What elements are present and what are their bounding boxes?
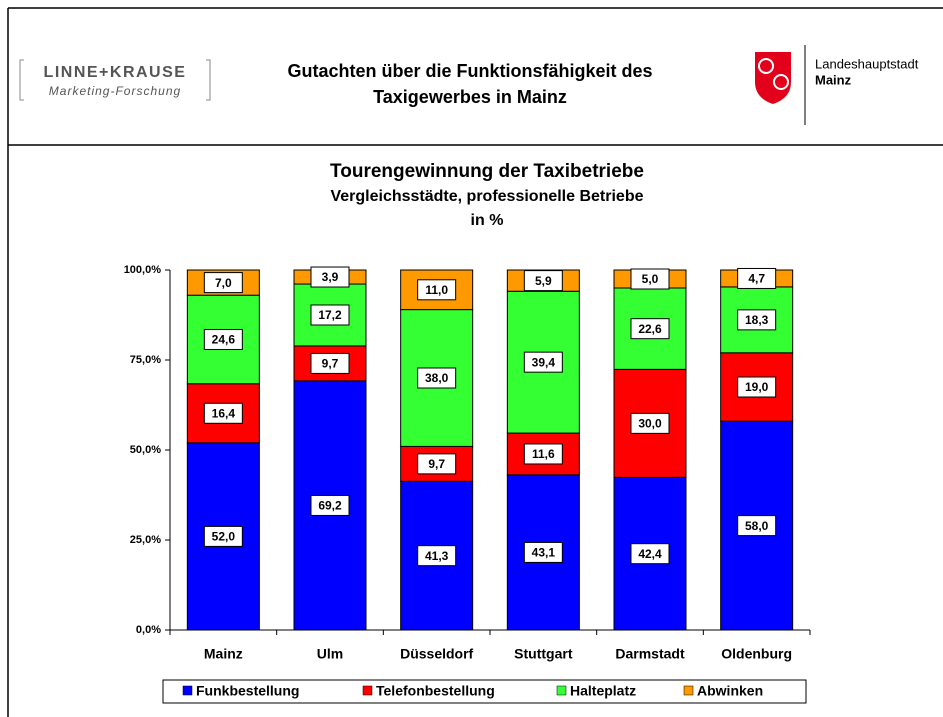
shield-wheel bbox=[758, 58, 774, 74]
data-label-box bbox=[203, 402, 243, 424]
city-line: Landeshauptstadt bbox=[815, 56, 919, 71]
data-label: 22,6 bbox=[638, 322, 662, 336]
data-label: 7,0 bbox=[215, 276, 232, 290]
data-label: 3,9 bbox=[322, 270, 339, 284]
legend-label: Funkbestellung bbox=[196, 683, 299, 699]
data-label: 5,9 bbox=[535, 274, 552, 288]
data-label-box bbox=[417, 545, 457, 567]
data-label-box bbox=[203, 525, 243, 547]
header-title: Taxigewerbes in Mainz bbox=[373, 87, 567, 107]
data-label: 43,1 bbox=[532, 546, 556, 560]
data-label-box bbox=[737, 309, 777, 331]
legend-label: Halteplatz bbox=[570, 683, 636, 699]
data-label-box bbox=[523, 443, 563, 465]
legend-swatch bbox=[362, 685, 373, 696]
legend-swatch bbox=[556, 685, 567, 696]
data-label: 9,7 bbox=[428, 457, 445, 471]
data-label: 11,6 bbox=[532, 447, 555, 461]
data-label-box bbox=[630, 318, 670, 340]
x-tick-label: Oldenburg bbox=[721, 646, 792, 662]
legend-label: Abwinken bbox=[697, 683, 763, 699]
data-label: 52,0 bbox=[212, 530, 236, 544]
data-label: 38,0 bbox=[425, 371, 449, 385]
data-label-box bbox=[417, 279, 457, 301]
header-title: Gutachten über die Funktionsfähigkeit de… bbox=[287, 61, 652, 81]
data-label-box bbox=[630, 543, 670, 565]
x-tick-label: Stuttgart bbox=[514, 646, 573, 662]
data-label-box bbox=[310, 352, 350, 374]
data-label-box bbox=[737, 267, 777, 289]
data-label-box bbox=[523, 351, 563, 373]
y-tick-label: 50,0% bbox=[130, 444, 161, 456]
data-label-box bbox=[310, 266, 350, 288]
data-label: 16,4 bbox=[212, 406, 236, 420]
legend-swatch bbox=[182, 685, 193, 696]
data-label: 30,0 bbox=[638, 417, 662, 431]
x-tick-label: Darmstadt bbox=[615, 646, 685, 662]
data-label: 5,0 bbox=[642, 272, 659, 286]
chart-subtitle: in % bbox=[471, 212, 504, 229]
legend-swatch bbox=[683, 685, 694, 696]
data-label-box bbox=[310, 494, 350, 516]
data-label-box bbox=[417, 453, 457, 475]
chart-title: Tourengewinnung der Taxibetriebe bbox=[330, 161, 644, 182]
data-label: 4,7 bbox=[748, 272, 765, 286]
logo-sub: Marketing-Forschung bbox=[49, 84, 181, 98]
y-tick-label: 0,0% bbox=[136, 624, 161, 636]
data-label: 42,4 bbox=[638, 547, 662, 561]
legend-box bbox=[162, 679, 807, 704]
data-label-box bbox=[203, 328, 243, 350]
data-label: 41,3 bbox=[425, 549, 449, 563]
data-label: 18,3 bbox=[745, 313, 769, 327]
shield-wheel bbox=[773, 74, 789, 90]
data-label: 58,0 bbox=[745, 519, 769, 533]
bar-segment bbox=[400, 269, 474, 311]
x-tick-label: Düsseldorf bbox=[400, 646, 473, 662]
data-label-box bbox=[523, 541, 563, 563]
data-label: 11,0 bbox=[425, 283, 448, 297]
data-label-box bbox=[523, 270, 563, 292]
y-tick-label: 25,0% bbox=[130, 534, 161, 546]
data-label-box bbox=[737, 515, 777, 537]
data-label: 9,7 bbox=[322, 357, 339, 371]
logo-brackets bbox=[19, 59, 211, 101]
data-label-box bbox=[310, 304, 350, 326]
data-label: 69,2 bbox=[318, 499, 342, 513]
data-label: 24,6 bbox=[212, 333, 236, 347]
data-label-box bbox=[417, 367, 457, 389]
chart-subtitle: Vergleichsstädte, professionelle Betrieb… bbox=[330, 188, 643, 205]
y-tick-label: 75,0% bbox=[130, 354, 161, 366]
data-label-box bbox=[630, 268, 670, 290]
data-label: 39,4 bbox=[532, 355, 556, 369]
data-label-box bbox=[630, 412, 670, 434]
data-label: 19,0 bbox=[745, 380, 769, 394]
data-label-box bbox=[203, 272, 243, 294]
data-label-box bbox=[737, 376, 777, 398]
data-label: 17,2 bbox=[318, 308, 342, 322]
legend-label: Telefonbestellung bbox=[376, 683, 495, 699]
city-shield bbox=[755, 52, 791, 104]
bar-segment bbox=[613, 287, 687, 370]
logo-name: LINNE+KRAUSE bbox=[44, 64, 187, 81]
x-tick-label: Ulm bbox=[317, 646, 343, 662]
x-tick-label: Mainz bbox=[204, 646, 243, 662]
y-tick-label: 100,0% bbox=[124, 264, 162, 276]
city-line: Mainz bbox=[815, 72, 852, 87]
